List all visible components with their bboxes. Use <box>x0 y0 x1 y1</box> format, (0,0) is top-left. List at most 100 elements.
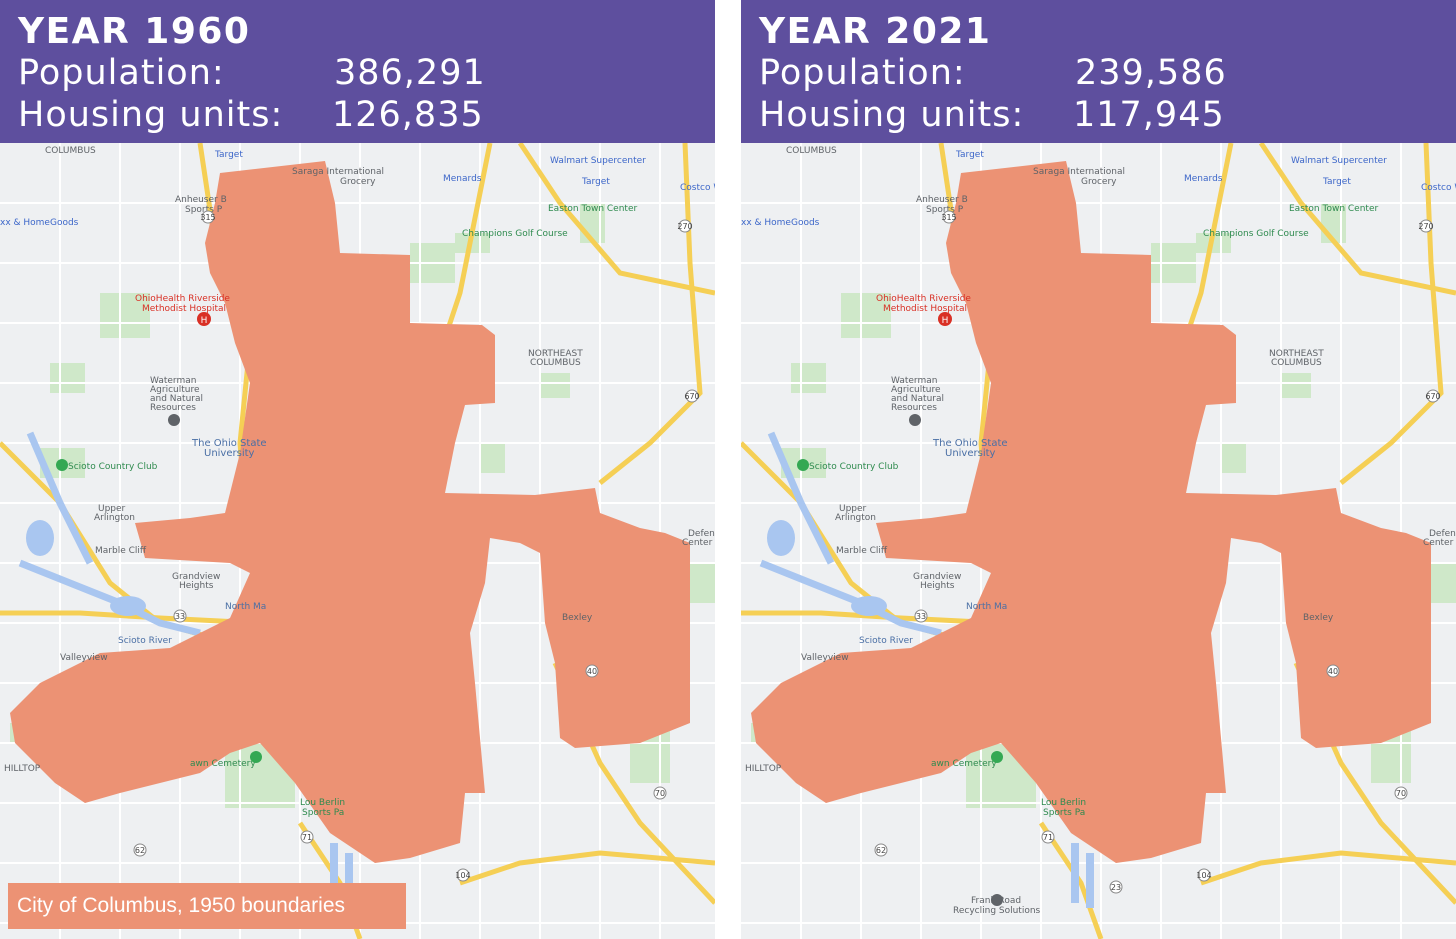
year-label: YEAR 2021 <box>759 11 992 52</box>
map-panel-1960: COLUMBUS Target Saraga International Gro… <box>0 0 715 939</box>
hospital-icon: H <box>197 312 211 326</box>
label-target2: Target <box>581 177 610 187</box>
shield-670: 670 <box>684 392 699 401</box>
label-grandview-2: Heights <box>920 581 955 591</box>
population-row: Population: 239,586 <box>759 52 1226 94</box>
shield-70: 70 <box>655 789 665 798</box>
label-frank-2: Recycling Solutions <box>953 906 1041 916</box>
university-icon <box>909 414 921 426</box>
label-defense-1: Defens <box>688 529 715 539</box>
label-scioto-river: Scioto River <box>118 636 172 646</box>
label-upper-2: Arlington <box>835 513 876 523</box>
shield-315: 315 <box>200 213 215 222</box>
label-riverside-2: Methodist Hospital <box>883 304 967 314</box>
label-menards: Menards <box>443 174 482 184</box>
label-waterman-4: Resources <box>150 403 196 413</box>
cemetery-icon <box>250 751 262 763</box>
label-bexley: Bexley <box>562 613 593 623</box>
population-value: 386,291 <box>334 53 486 93</box>
population-row: Population: 386,291 <box>18 52 485 94</box>
label-lou-2: Sports Pa <box>302 808 344 818</box>
label-walmart: Walmart Supercenter <box>550 156 646 166</box>
label-riverside-1: OhioHealth Riverside <box>876 294 971 304</box>
population-value: 239,586 <box>1075 53 1227 93</box>
map-area: COLUMBUS Target Saraga International Gro… <box>0 143 715 939</box>
shield-270: 270 <box>677 222 692 231</box>
shield-40: 40 <box>1328 667 1338 676</box>
label-grandview-1: Grandview <box>913 572 961 582</box>
label-grandview-1: Grandview <box>172 572 220 582</box>
shield-33: 33 <box>175 612 185 621</box>
label-riverside-2: Methodist Hospital <box>142 304 226 314</box>
label-defense-2: Center C <box>682 538 715 548</box>
label-lou-1: Lou Berlin <box>1041 798 1086 808</box>
label-menards: Menards <box>1184 174 1223 184</box>
label-bexley: Bexley <box>1303 613 1334 623</box>
label-grocery: Grocery <box>1081 177 1117 187</box>
label-defense-2: Center C <box>1423 538 1456 548</box>
shield-23: 23 <box>1111 883 1121 892</box>
label-waterman-4: Resources <box>891 403 937 413</box>
shield-62: 62 <box>135 846 145 855</box>
label-scioto-cc: Scioto Country Club <box>68 462 158 472</box>
label-scioto-river: Scioto River <box>859 636 913 646</box>
svg-text:H: H <box>201 316 208 326</box>
shield-62: 62 <box>876 846 886 855</box>
label-target: Target <box>955 150 984 160</box>
hospital-icon: H <box>938 312 952 326</box>
svg-text:H: H <box>942 316 949 326</box>
label-osu-2: University <box>945 448 996 459</box>
recycling-icon <box>991 894 1003 906</box>
label-lou-1: Lou Berlin <box>300 798 345 808</box>
label-osu-1: The Ohio State <box>932 438 1008 449</box>
stats-header: YEAR 1960 Population: 386,291 Housing un… <box>0 0 715 143</box>
label-waterman-1: Waterman <box>150 376 196 386</box>
label-scioto-cc: Scioto Country Club <box>809 462 899 472</box>
label-marble: Marble Cliff <box>95 546 147 556</box>
label-hilltop: HILLTOP <box>4 764 41 774</box>
cemetery-icon <box>991 751 1003 763</box>
shield-33: 33 <box>916 612 926 621</box>
label-homegoods: xx & HomeGoods <box>741 218 820 228</box>
population-label: Population: <box>18 53 225 93</box>
shield-270: 270 <box>1418 222 1433 231</box>
housing-value: 117,945 <box>1073 95 1225 135</box>
label-easton: Easton Town Center <box>1289 204 1378 214</box>
label-northeast-2: COLUMBUS <box>1271 358 1322 368</box>
label-osu-1: The Ohio State <box>191 438 267 449</box>
label-sports: Sports P <box>185 205 223 215</box>
label-waterman-1: Waterman <box>891 376 937 386</box>
shield-104: 104 <box>455 871 470 880</box>
label-champions: Champions Golf Course <box>462 229 568 239</box>
university-icon <box>168 414 180 426</box>
label-cemetery: awn Cemetery <box>190 759 256 769</box>
label-northeast-1: NORTHEAST <box>528 349 583 359</box>
map-area: COLUMBUS Target Saraga International Gro… <box>741 143 1456 939</box>
label-grocery: Grocery <box>340 177 376 187</box>
label-costco: Costco W <box>680 183 715 193</box>
label-waterman-2: Agriculture <box>150 385 200 395</box>
label-north-ma: North Ma <box>966 602 1007 612</box>
legend-label: City of Columbus, 1950 boundaries <box>8 883 406 929</box>
label-anheuser: Anheuser B <box>175 195 227 205</box>
label-valleyview: Valleyview <box>801 653 849 663</box>
label-riverside-1: OhioHealth Riverside <box>135 294 230 304</box>
label-champions: Champions Golf Course <box>1203 229 1309 239</box>
housing-label: Housing units: <box>18 95 284 135</box>
label-target2: Target <box>1322 177 1351 187</box>
label-lou-2: Sports Pa <box>1043 808 1085 818</box>
housing-row: Housing units: 117,945 <box>759 94 1224 136</box>
year-label: YEAR 1960 <box>18 11 251 52</box>
shield-104: 104 <box>1196 871 1211 880</box>
label-hilltop: HILLTOP <box>745 764 782 774</box>
label-northeast-2: COLUMBUS <box>530 358 581 368</box>
label-cemetery: awn Cemetery <box>931 759 997 769</box>
shield-40: 40 <box>587 667 597 676</box>
shield-670: 670 <box>1425 392 1440 401</box>
golf-icon <box>797 459 809 471</box>
housing-row: Housing units: 126,835 <box>18 94 483 136</box>
label-valleyview: Valleyview <box>60 653 108 663</box>
label-north-ma: North Ma <box>225 602 266 612</box>
label-waterman-3: and Natural <box>891 394 944 404</box>
label-north-columbus: COLUMBUS <box>45 146 96 156</box>
